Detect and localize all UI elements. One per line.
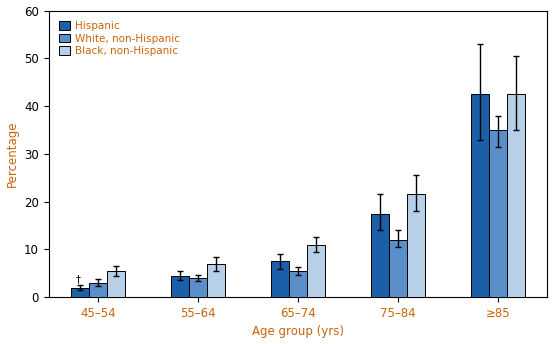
Bar	[289, 271, 307, 297]
Bar	[307, 245, 325, 297]
Bar	[271, 261, 289, 297]
Y-axis label: Percentage: Percentage	[6, 121, 19, 187]
Bar	[189, 278, 207, 297]
Legend: Hispanic, White, non-Hispanic, Black, non-Hispanic: Hispanic, White, non-Hispanic, Black, no…	[54, 16, 185, 61]
Bar	[90, 283, 107, 297]
Bar	[171, 276, 189, 297]
Bar	[389, 240, 407, 297]
Bar	[71, 288, 90, 297]
X-axis label: Age group (yrs): Age group (yrs)	[252, 325, 344, 338]
Bar	[371, 214, 389, 297]
Bar	[407, 194, 425, 297]
Bar	[107, 271, 126, 297]
Bar	[471, 94, 489, 297]
Bar	[489, 130, 507, 297]
Bar	[507, 94, 525, 297]
Text: †: †	[76, 274, 81, 284]
Bar	[207, 264, 225, 297]
